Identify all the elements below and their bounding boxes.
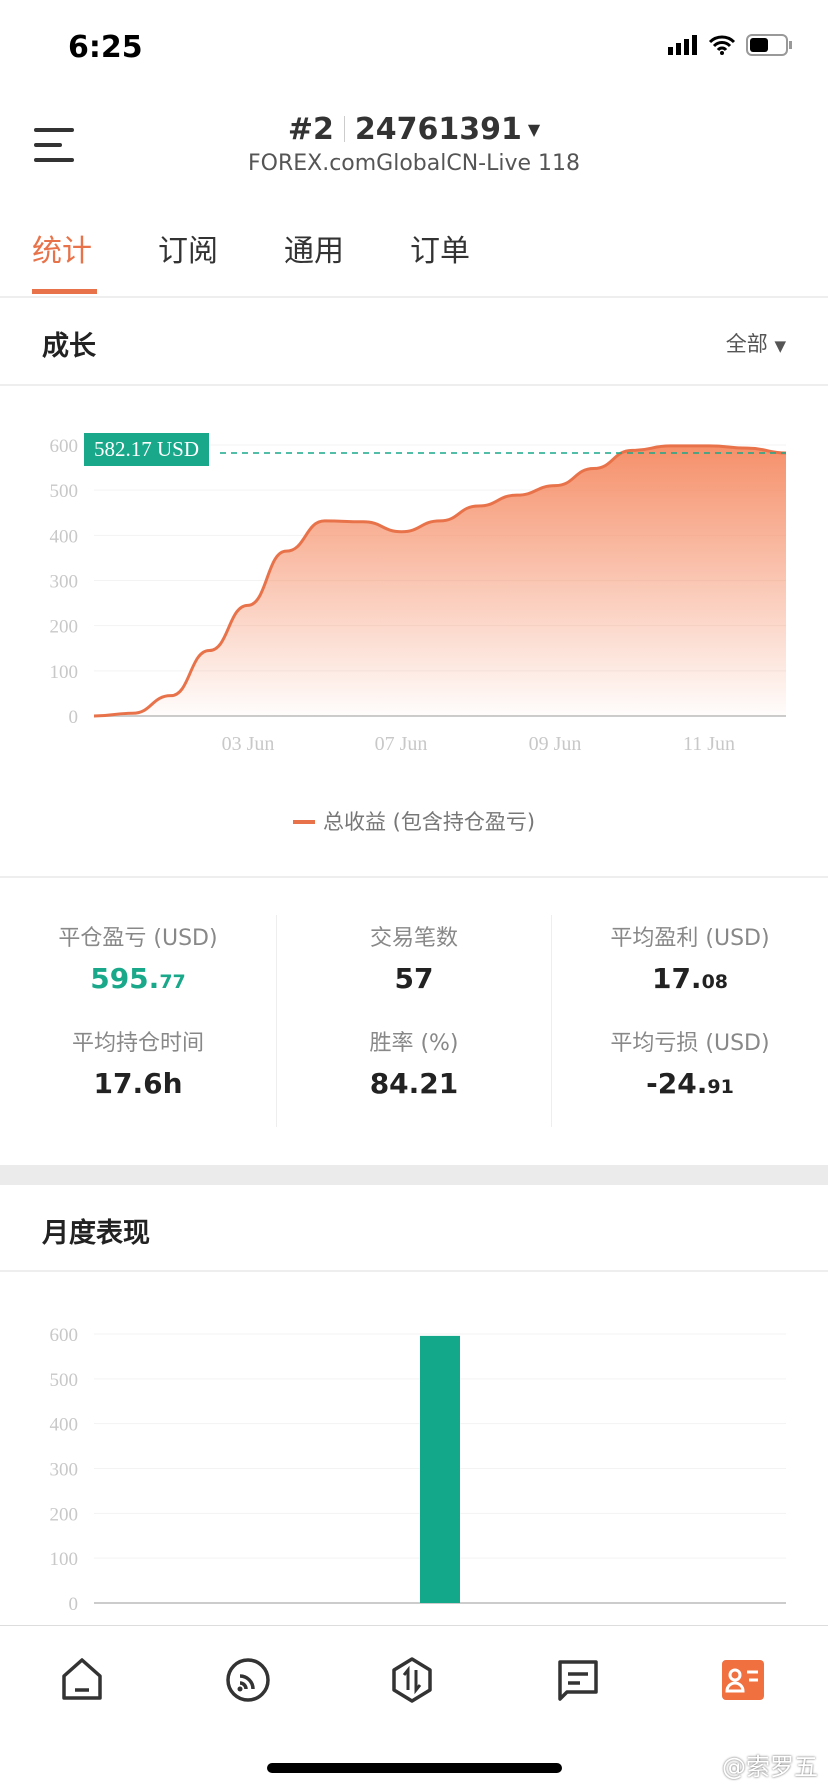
period-filter[interactable]: 全部 ▼ — [726, 328, 786, 358]
y-tick-label: 0 — [69, 707, 79, 728]
account-index: #2 — [287, 112, 334, 147]
y-tick-label: 100 — [50, 1549, 79, 1570]
period-filter-label: 全部 — [725, 332, 768, 356]
growth-chart: 0 100 200 300 400 500 600 03 Jun 07 Jun 09 Jun 11 … — [50, 436, 787, 755]
y-tick-label: 500 — [50, 1370, 79, 1391]
tab-stats[interactable]: 统计 — [32, 234, 92, 269]
watermark: @索罗五 — [722, 1753, 818, 1781]
stat-value-main: 17.6h — [93, 1067, 183, 1100]
stat-value-decimal: 08 — [701, 971, 729, 993]
caret-down-icon: ▼ — [527, 120, 541, 139]
stat-value: 17.6h — [0, 1067, 276, 1100]
monthly-title: 月度表现 — [42, 1218, 150, 1249]
stat-value-decimal: 91 — [707, 1076, 734, 1098]
tab-bar: 统计 订阅 通用 订单 — [32, 226, 536, 270]
tab-subscribe[interactable]: 订阅 — [158, 234, 218, 269]
series-line — [93, 444, 787, 718]
stat-value: 57 — [276, 962, 552, 995]
stat-value-main: 84.21 — [369, 1067, 459, 1100]
chart-legend: 总收益 (包含持仓盈亏) — [0, 806, 828, 836]
divider — [0, 1270, 828, 1272]
divider — [0, 876, 828, 878]
stat-value: 17.08 — [552, 962, 828, 995]
message-icon[interactable] — [554, 1656, 602, 1704]
account-selector[interactable]: #2 24761391 ▼ — [0, 112, 828, 147]
y-tick-label: 400 — [50, 526, 79, 547]
stat-item: 平均亏损 (USD) -24.91 — [552, 1025, 828, 1100]
stat-value: 84.21 — [276, 1067, 552, 1100]
stat-item: 平均盈利 (USD) 17.08 — [552, 920, 828, 995]
y-tick-label: 300 — [50, 1460, 79, 1481]
tab-underline — [32, 289, 97, 294]
tab-general[interactable]: 通用 — [284, 234, 344, 269]
stat-label: 平均持仓时间 — [71, 1031, 204, 1056]
x-tick-label: 11 Jun — [683, 733, 735, 755]
server-name: FOREX.comGlobalCN-Live 118 — [247, 151, 581, 176]
x-tick-label: 03 Jun — [222, 733, 275, 755]
stat-value: 595.77 — [0, 962, 276, 995]
account-number: 24761391 — [354, 112, 522, 147]
stat-value-main: -24. — [646, 1067, 708, 1100]
trade-icon[interactable] — [388, 1656, 436, 1704]
current-value-label: 582.17 USD — [84, 433, 210, 466]
divider — [551, 915, 552, 1127]
stat-label: 平仓盈亏 (USD) — [58, 926, 218, 951]
y-tick-label: 500 — [50, 481, 79, 502]
home-icon[interactable] — [58, 1656, 106, 1704]
legend-label: 总收益 (包含持仓盈亏) — [322, 810, 536, 834]
signal-icon — [668, 35, 697, 55]
area-fill — [94, 445, 786, 716]
x-tick-label: 09 Jun — [529, 733, 582, 755]
stat-label: 平均亏损 (USD) — [610, 1031, 770, 1056]
status-time: 6:25 — [68, 30, 143, 65]
monthly-chart: 0 100 200 300 400 500 600 — [50, 1325, 786, 1615]
feed-icon[interactable] — [224, 1656, 272, 1704]
tab-orders[interactable]: 订单 — [410, 234, 470, 269]
divider — [276, 915, 277, 1127]
y-tick-label: 100 — [50, 662, 79, 683]
status-icons — [668, 34, 792, 56]
wifi-icon — [708, 35, 736, 55]
stat-value-decimal: 77 — [159, 971, 186, 993]
section-separator — [0, 1165, 828, 1185]
stat-item: 交易笔数 57 — [276, 920, 552, 995]
y-tick-label: 300 — [50, 572, 79, 593]
y-tick-label: 200 — [50, 617, 79, 638]
y-tick-label: 200 — [50, 1504, 79, 1525]
x-tick-label: 07 Jun — [375, 733, 428, 755]
stat-value-main: 595. — [90, 962, 160, 995]
y-tick-label: 0 — [69, 1594, 79, 1615]
growth-title: 成长 — [42, 331, 96, 362]
bar — [420, 1335, 460, 1603]
battery-icon — [746, 34, 792, 56]
stat-item: 平均持仓时间 17.6h — [0, 1025, 276, 1100]
divider — [0, 296, 828, 298]
y-tick-label: 400 — [50, 1415, 79, 1436]
stat-value-main: 57 — [394, 962, 434, 995]
stat-label: 胜率 (%) — [369, 1031, 459, 1056]
stat-item: 胜率 (%) 84.21 — [276, 1025, 552, 1100]
stat-item: 平仓盈亏 (USD) 595.77 — [0, 920, 276, 995]
y-tick-label: 600 — [50, 1325, 79, 1346]
divider — [0, 384, 828, 386]
stat-value: -24.91 — [552, 1067, 828, 1100]
menu-button[interactable] — [34, 128, 74, 164]
home-indicator — [267, 1763, 562, 1773]
y-tick-label: 600 — [50, 436, 79, 457]
stat-label: 交易笔数 — [369, 926, 458, 951]
stat-label: 平均盈利 (USD) — [610, 926, 770, 951]
caret-down-icon: ▼ — [774, 337, 786, 355]
profile-card-icon[interactable] — [719, 1656, 767, 1704]
stat-value-main: 17. — [651, 962, 702, 995]
legend-swatch — [292, 820, 315, 824]
